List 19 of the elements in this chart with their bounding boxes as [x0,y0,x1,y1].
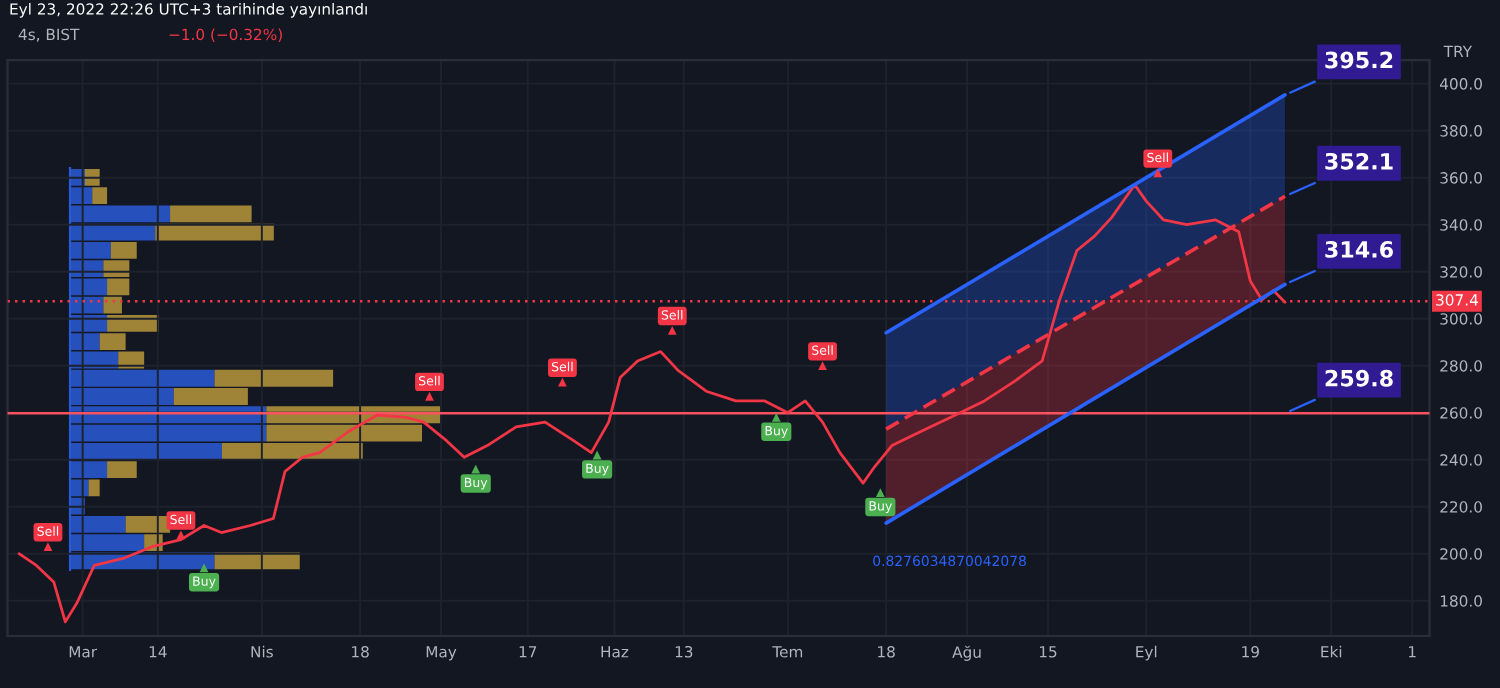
bar [107,461,137,478]
ref-line-label: 259.8 [1325,369,1393,387]
bar [170,205,252,223]
point [667,326,677,335]
point [592,450,602,460]
data-label: 352.1 [1325,152,1393,170]
point [471,464,481,474]
point [818,361,827,371]
point [771,413,781,422]
point [425,391,434,401]
point [43,542,53,552]
bar [88,479,100,497]
point [875,488,885,497]
data-label: 314.6 [1325,241,1393,258]
point [1153,168,1163,178]
point [199,563,209,573]
point [176,530,186,540]
data-label: 395.2 [1325,51,1393,69]
point [558,377,567,387]
